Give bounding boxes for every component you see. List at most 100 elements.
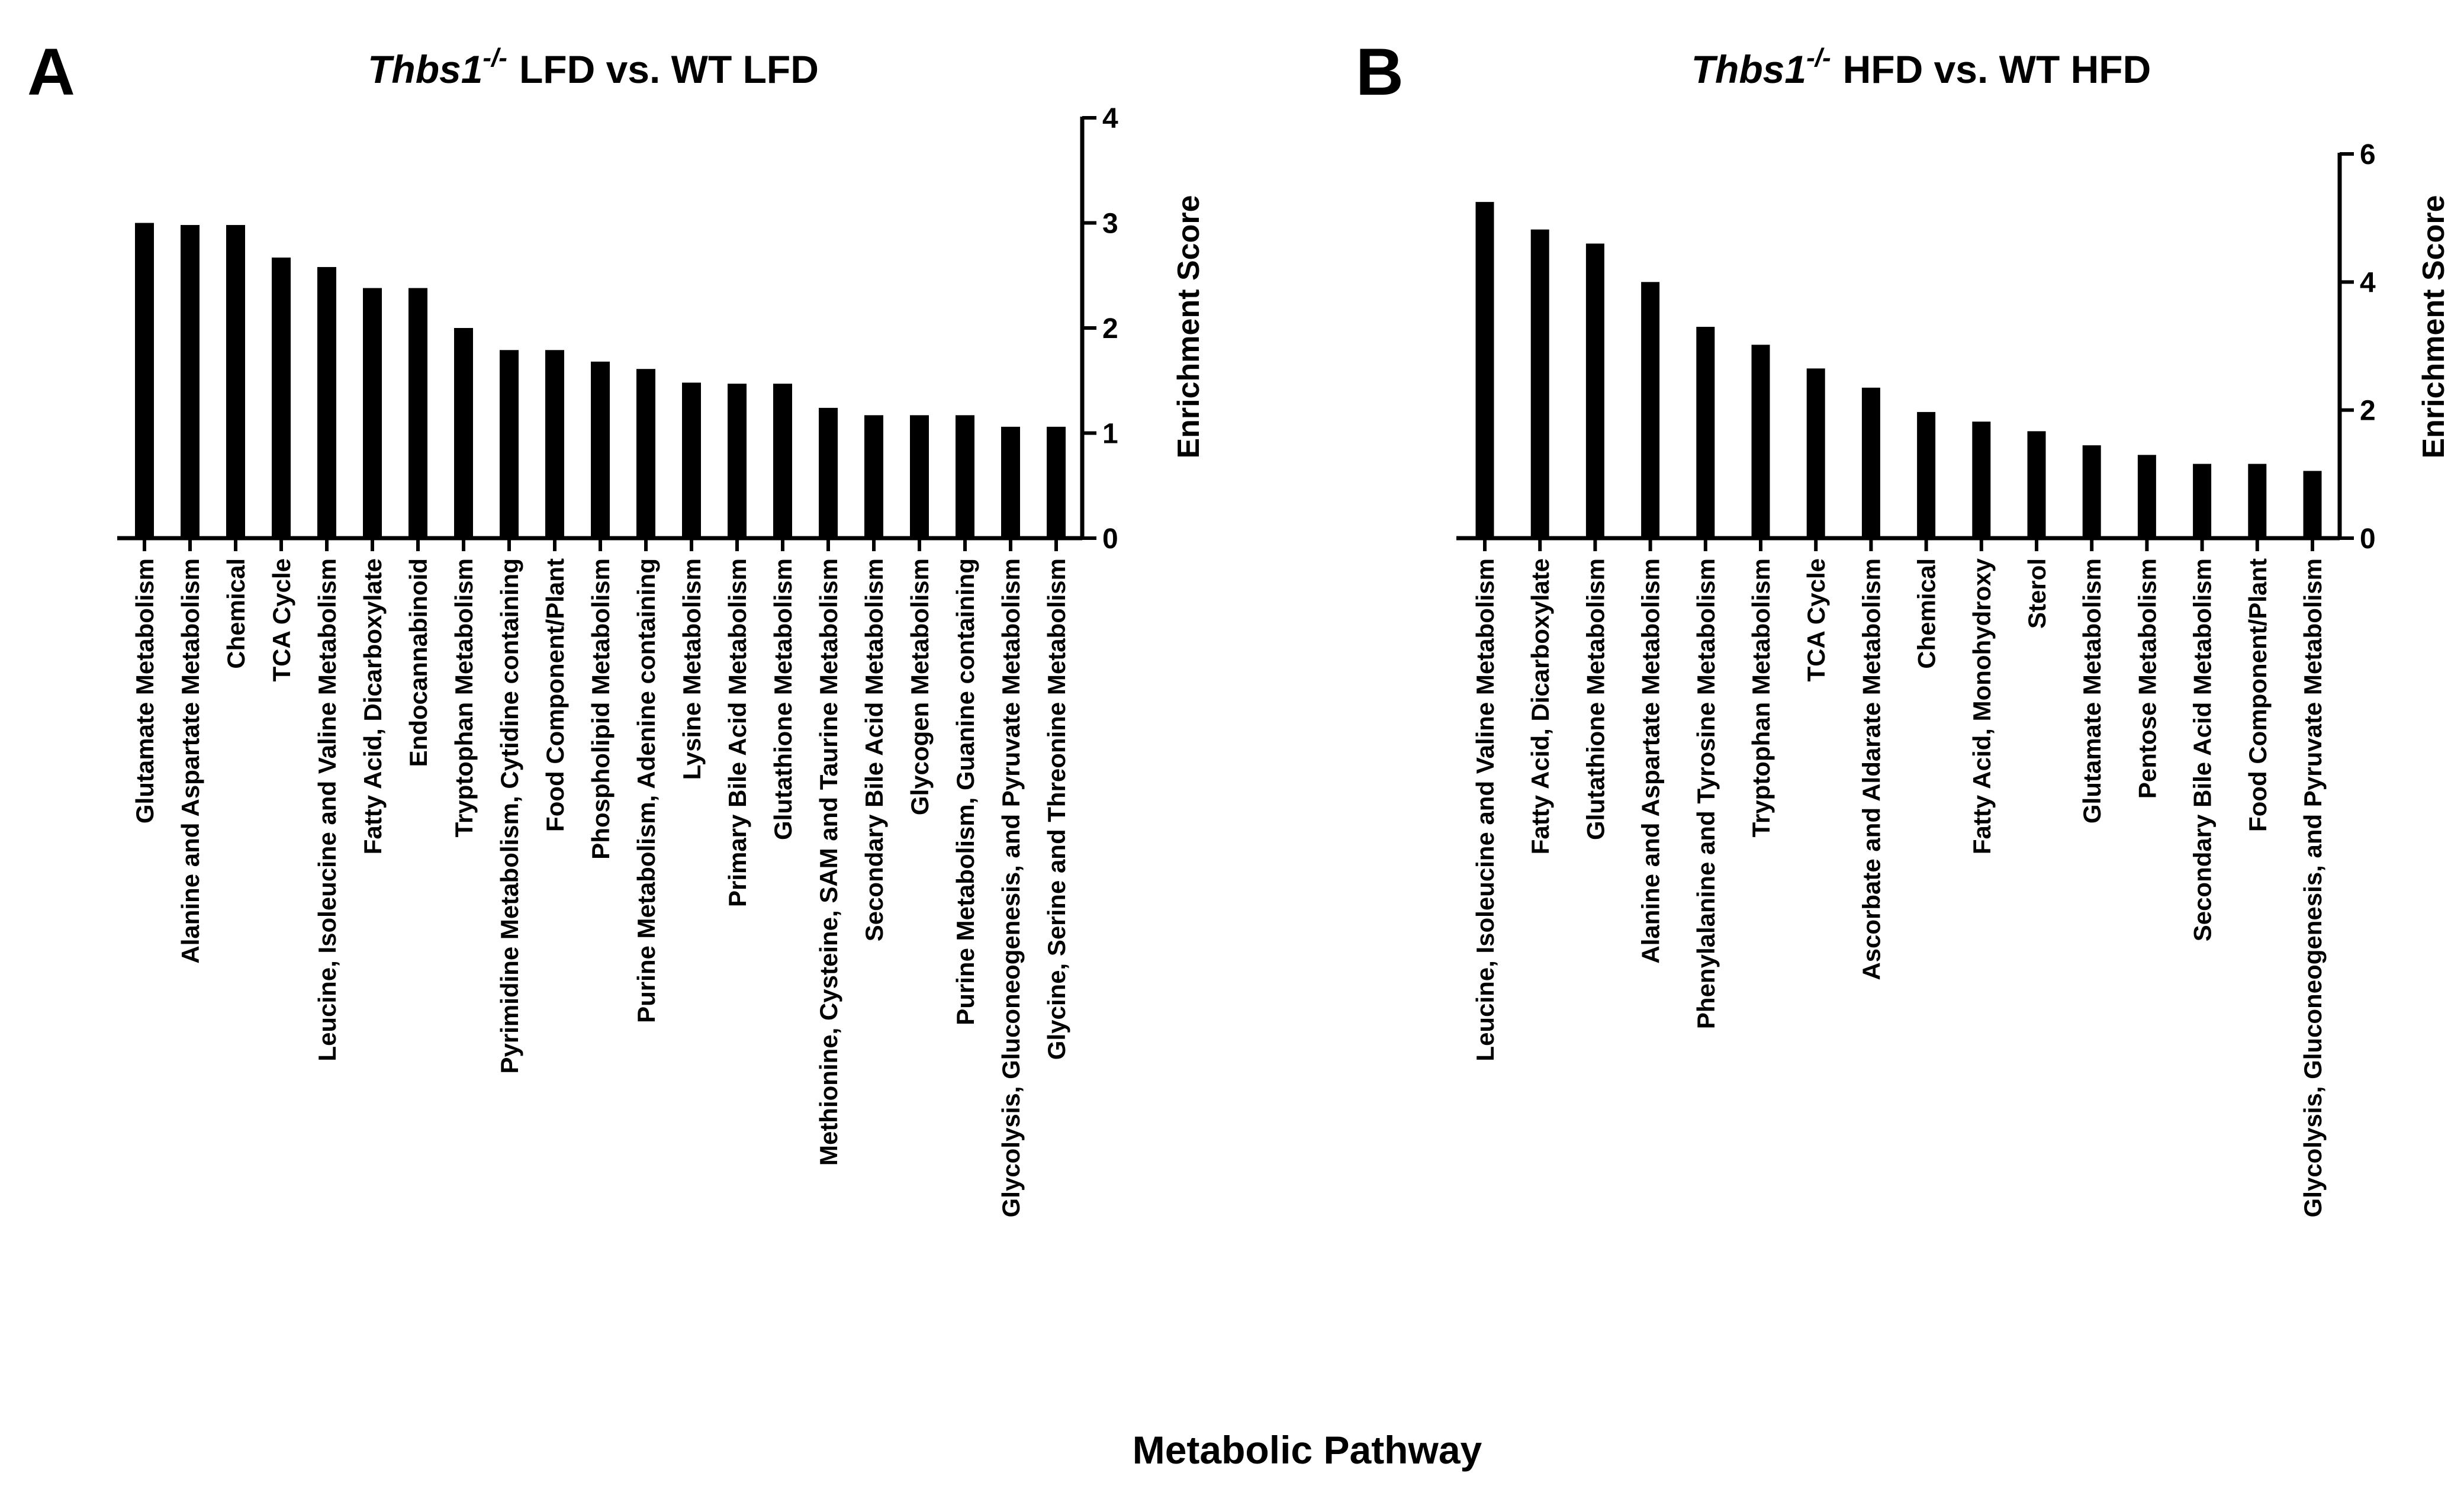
panel-b-bar-9	[1972, 422, 1991, 538]
panel-b-bar-3	[1641, 282, 1660, 538]
panel-b-category-label-2: Glutathione Metabolism	[1581, 558, 1609, 840]
panel-a-bar-15	[819, 407, 838, 538]
panel-b-plot: 0 2 4 6 Leucine, Isoleucine and Valine Metab…	[1456, 139, 2376, 1217]
panel-a-category-label-17: Glycogen Metabolism	[906, 558, 934, 815]
panel-a-category-label-13: Primary Bile Acid Metabolism	[723, 558, 751, 907]
panel-b: B Thbs1-/- HFD vs. WT HFD 0 2 4 6 Leucine, Is…	[1356, 35, 2451, 1217]
panel-a-bar-9	[545, 350, 564, 538]
panel-a-category-label-15: Methionine, Cysteine, SAM and Taurine Me…	[815, 558, 842, 1166]
panel-a-bar-16	[864, 415, 883, 538]
panel-a-y-tick-label-3: 3	[1102, 208, 1118, 240]
panel-b-category-label-4: Phenylalanine and Tyrosine Metabolism	[1692, 558, 1720, 1029]
panel-a-category-label-18: Purine Metabolism, Guanine containing	[951, 558, 979, 1025]
panel-a-y-axis-label: Enrichment Score	[1172, 195, 1206, 458]
panel-a-category-label-11: Purine Metabolism, Adenine containing	[632, 558, 660, 1023]
panel-a-category-label-7: Tryptophan Metabolism	[450, 558, 478, 837]
panel-a-bar-8	[500, 350, 519, 538]
panel-a-category-label-19: Glycolysis, Gluconeogenesis, and Pyruvat…	[997, 558, 1025, 1217]
panel-a-bar-0	[135, 223, 154, 538]
panel-b-category-label-12: Pentose Metabolism	[2133, 558, 2161, 799]
panel-a-bar-17	[910, 415, 929, 538]
panel-a-bar-14	[773, 384, 792, 538]
panel-b-bar-5	[1751, 345, 1770, 538]
panel-b-title-gene: Thbs1	[1691, 47, 1806, 91]
panel-a-category-label-14: Glutathione Metabolism	[769, 558, 797, 840]
panel-a-bar-5	[363, 288, 382, 538]
panel-a-category-label-6: Endocannabinoid	[404, 558, 432, 767]
panel-a-plot: 0 1 2 3 4 Glutamate Metabolism Alanine and Asp…	[117, 103, 1118, 1217]
panel-a-category-label-2: Chemical	[222, 558, 250, 669]
panel-a-category-label-3: TCA Cycle	[268, 558, 295, 682]
panel-b-bar-0	[1475, 202, 1494, 538]
panel-b-category-label-6: TCA Cycle	[1802, 558, 1830, 682]
panel-a-bar-2	[226, 225, 245, 538]
panel-b-category-label-3: Alanine and Aspartate Metabolism	[1637, 558, 1665, 964]
panel-a-category-label-4: Leucine, Isoleucine and Valine Metabolis…	[313, 558, 341, 1062]
panel-b-bar-13	[2193, 464, 2212, 538]
panel-b-title: Thbs1-/- HFD vs. WT HFD	[1691, 43, 2151, 91]
panel-b-title-superscript: -/-	[1806, 43, 1831, 72]
panel-a-bar-11	[636, 369, 655, 538]
panel-a-y-tick-label-4: 4	[1102, 103, 1118, 134]
panel-b-category-label-11: Glutamate Metabolism	[2078, 558, 2106, 824]
panel-b-y-tick-label-1: 2	[2360, 395, 2376, 427]
panel-b-category-label-15: Glycolysis, Gluconeogenesis, and Pyruvat…	[2299, 558, 2327, 1217]
panel-b-title-rest: HFD vs. WT HFD	[1843, 47, 2151, 91]
panel-b-category-label-0: Leucine, Isoleucine and Valine Metabolis…	[1471, 558, 1499, 1062]
panel-b-bar-2	[1585, 243, 1604, 538]
panel-a-bar-12	[682, 382, 701, 538]
panel-a-letter: A	[27, 35, 75, 109]
panel-b-category-label-1: Fatty Acid, Dicarboxylate	[1526, 558, 1554, 854]
panel-a-category-label-0: Glutamate Metabolism	[131, 558, 159, 824]
panel-b-bar-1	[1530, 229, 1549, 538]
panel-a-category-label-12: Lysine Metabolism	[678, 558, 706, 780]
panel-a-category-label-8: Pyrimidine Metabolism, Cytidine containi…	[496, 558, 523, 1073]
panel-b-letter: B	[1356, 35, 1404, 109]
panel-a-bar-20	[1047, 426, 1066, 538]
panel-b-bar-11	[2082, 445, 2101, 538]
panel-b-category-label-13: Secondary Bile Acid Metabolism	[2189, 558, 2217, 941]
panel-b-y-tick-label-0: 0	[2360, 523, 2376, 555]
panel-b-category-label-7: Ascorbate and Aldarate Metabolism	[1857, 558, 1885, 980]
panel-a-y-tick-label-0: 0	[1102, 523, 1118, 555]
panel-a-bar-19	[1001, 426, 1020, 538]
panel-a-bar-6	[408, 288, 427, 538]
panel-a-bar-4	[317, 267, 336, 538]
x-axis-title: Metabolic Pathway	[1133, 1428, 1482, 1472]
panel-a-bar-7	[454, 328, 473, 538]
panel-a-y-tick-label-1: 1	[1102, 419, 1118, 450]
panel-a-title-superscript: -/-	[482, 43, 507, 72]
panel-b-bar-4	[1696, 327, 1715, 538]
panel-b-category-label-8: Chemical	[1913, 558, 1941, 669]
panel-b-category-label-14: Food Component/Plant	[2244, 558, 2272, 832]
panel-b-bar-6	[1806, 368, 1825, 538]
panel-a-title-gene: Thbs1	[368, 47, 482, 91]
panel-b-bar-10	[2027, 431, 2046, 538]
panel-a-bar-18	[956, 415, 974, 538]
panel-a-category-label-5: Fatty Acid, Dicarboxylate	[359, 558, 387, 854]
panel-b-y-tick-label-3: 6	[2360, 139, 2376, 171]
panel-b-bar-14	[2248, 464, 2267, 538]
panel-a-category-label-9: Food Component/Plant	[541, 558, 569, 832]
panel-b-category-label-10: Sterol	[2023, 558, 2051, 629]
panel-a-category-label-1: Alanine and Aspartate Metabolism	[176, 558, 204, 964]
panel-a-category-label-20: Glycine, Serine and Threonine Metabolism	[1043, 558, 1070, 1060]
panel-a-bar-3	[272, 258, 291, 538]
panel-b-bar-8	[1917, 411, 1936, 538]
panel-b-y-axis-label: Enrichment Score	[2417, 195, 2451, 458]
panel-a-title-rest: LFD vs. WT LFD	[519, 47, 819, 91]
panel-b-bar-12	[2137, 455, 2156, 538]
panel-a: A Thbs1-/- LFD vs. WT LFD 0 1 2 3 4 Glutamate …	[27, 35, 1206, 1217]
panel-a-title: Thbs1-/- LFD vs. WT LFD	[368, 43, 819, 91]
panel-b-category-label-9: Fatty Acid, Monohydroxy	[1968, 558, 1996, 854]
panel-b-y-tick-label-2: 4	[2360, 267, 2376, 298]
panel-a-bar-10	[591, 361, 610, 538]
panel-a-category-label-10: Phospholipid Metabolism	[587, 558, 615, 860]
panel-b-bar-7	[1861, 387, 1880, 538]
panel-a-y-tick-label-2: 2	[1102, 313, 1118, 345]
panel-a-category-label-16: Secondary Bile Acid Metabolism	[860, 558, 888, 941]
panel-a-bar-1	[181, 225, 200, 538]
panel-a-bar-13	[728, 384, 747, 538]
panel-b-bar-15	[2303, 471, 2322, 538]
